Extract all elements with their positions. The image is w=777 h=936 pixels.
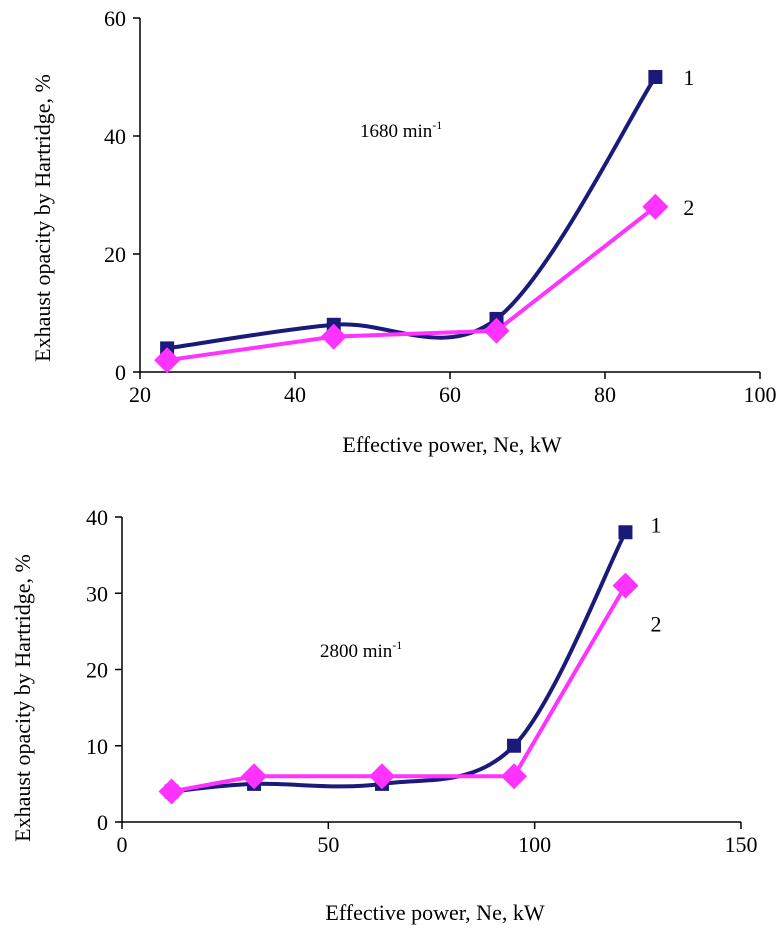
chart-1680-x-axis-label: Effective power, Ne, kW xyxy=(342,432,561,457)
chart-2800-series-2-point xyxy=(368,763,395,790)
chart-1680-axes xyxy=(139,18,760,373)
chart-1680-x-tick-label: 40 xyxy=(284,382,306,407)
chart-1680-series-2-point xyxy=(642,193,669,220)
chart-2800-annotation: 2800 min-1 xyxy=(320,638,402,662)
chart-1680-y-tick-label: 60 xyxy=(104,6,126,31)
chart-1680-annotation: 1680 min-1 xyxy=(360,118,442,142)
chart-1680-series-2-line xyxy=(166,205,657,363)
chart-2800-series-2-point xyxy=(158,778,185,805)
chart-2800-y-tick-label: 20 xyxy=(86,658,108,683)
chart-1680-series-2-point xyxy=(320,323,347,350)
chart-2800-series-2-point xyxy=(501,763,528,790)
chart-2800-series-1-line xyxy=(171,531,628,794)
chart-2800-x-tick-label: 150 xyxy=(725,832,758,857)
chart-1680-series-1-line xyxy=(166,75,658,351)
chart-1680-y-tick-label: 40 xyxy=(104,124,126,149)
chart-1680-y-tick-label: 20 xyxy=(104,242,126,267)
chart-2800-series-2-label: 2 xyxy=(650,612,661,637)
chart-2800-y-tick-label: 0 xyxy=(97,810,108,835)
chart-2800-y-axis-label: Exhaust opacity by Hartridge, % xyxy=(10,554,35,842)
chart-2800-series-2-point xyxy=(612,572,639,599)
chart-2800-series-1-point xyxy=(618,525,633,540)
chart-2800-x-tick-label: 50 xyxy=(317,832,339,857)
chart-2800-series-2-point xyxy=(241,763,268,790)
chart-1680-x-ticks: 20 40 60 80 100 xyxy=(129,372,777,407)
chart-1680-series-1-point xyxy=(648,70,663,84)
chart-2800-series: 12 xyxy=(158,512,661,805)
chart-1680-x-tick-label: 20 xyxy=(129,382,151,407)
chart-1680-series-1-label: 1 xyxy=(683,65,694,90)
chart-2800-x-axis-label: Effective power, Ne, kW xyxy=(325,900,544,925)
chart-1680-x-tick-label: 60 xyxy=(439,382,461,407)
chart-1680-x-tick-label: 100 xyxy=(744,382,777,407)
chart-2800-y-tick-label: 10 xyxy=(86,734,108,759)
chart-2800-series-1-point xyxy=(507,738,522,753)
chart-1680-x-tick-label: 80 xyxy=(594,382,616,407)
chart-2800-x-tick-label: 0 xyxy=(117,832,128,857)
chart-1680-y-tick-label: 0 xyxy=(115,360,126,385)
chart-1680-series: 12 xyxy=(154,65,694,374)
chart-2800-series-1-label: 1 xyxy=(650,512,661,537)
chart-2800-y-ticks: 0 10 20 30 40 xyxy=(86,505,122,835)
chart-1680-series-2-label: 2 xyxy=(683,195,694,220)
chart-2800-series-2-line xyxy=(171,584,628,794)
chart-2800-y-tick-label: 30 xyxy=(86,581,108,606)
chart-1680-series-2-point xyxy=(154,347,181,374)
chart-1680-series-2-point xyxy=(483,317,510,344)
chart-2800-x-ticks: 0 50 100 150 xyxy=(117,822,758,857)
chart-1680-y-ticks: 0 20 40 60 xyxy=(104,6,140,385)
chart-2800-y-tick-label: 40 xyxy=(86,505,108,530)
chart-1680-y-axis-label: Exhaust opacity by Hartridge, % xyxy=(30,74,55,362)
chart-2800-x-tick-label: 100 xyxy=(518,832,551,857)
